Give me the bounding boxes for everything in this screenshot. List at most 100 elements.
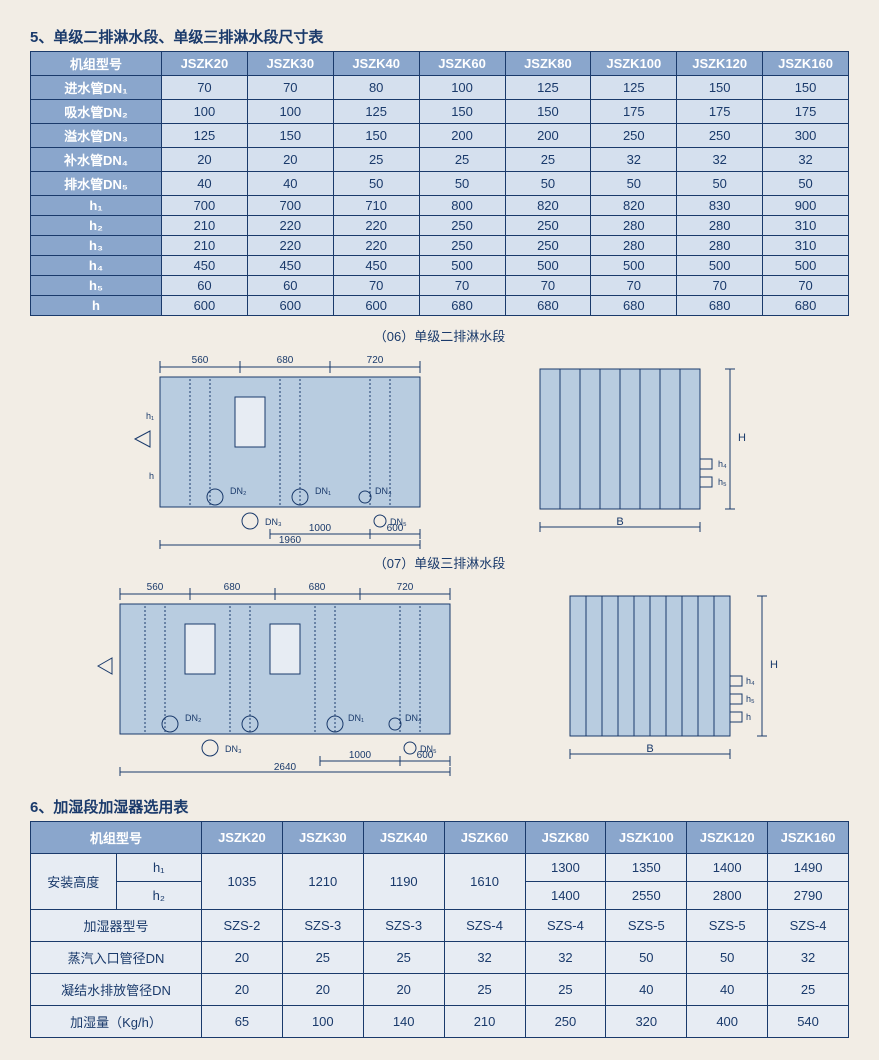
cell: 200 (419, 124, 505, 148)
cell: 20 (202, 974, 283, 1006)
cell: 40 (687, 974, 768, 1006)
cell: 50 (687, 942, 768, 974)
dim-label: B (646, 743, 653, 755)
cell: 70 (505, 276, 591, 296)
table-row: h₃210220220250250280280310 (31, 236, 849, 256)
cell: 500 (505, 256, 591, 276)
cell: 70 (247, 76, 333, 100)
cell: 1300 (525, 854, 606, 882)
cell: 820 (591, 196, 677, 216)
cell: 500 (763, 256, 849, 276)
table-row: 安装高度h₁10351210119016101300135014001490 (31, 854, 849, 882)
col-header: JSZK80 (505, 52, 591, 76)
col-header: JSZK20 (202, 822, 283, 854)
row-label: h₃ (31, 236, 162, 256)
cell: SZS-5 (606, 910, 687, 942)
cell: 700 (247, 196, 333, 216)
cell: 500 (419, 256, 505, 276)
dim-label: h₅ (746, 694, 755, 704)
cell: SZS-3 (282, 910, 363, 942)
dim-label: 680 (308, 582, 325, 593)
cell: 250 (419, 236, 505, 256)
pipe-label: DN₃ (265, 517, 282, 527)
cell: 150 (333, 124, 419, 148)
cell: 830 (677, 196, 763, 216)
pipe-label: DN₂ (230, 486, 247, 496)
col-header: JSZK80 (525, 822, 606, 854)
cell: 800 (419, 196, 505, 216)
cell: 450 (333, 256, 419, 276)
row-label: 补水管DN₄ (31, 148, 162, 172)
dim-label: h₄ (718, 459, 727, 469)
col-header: JSZK160 (763, 52, 849, 76)
cell: 140 (363, 1006, 444, 1038)
cell: 25 (444, 974, 525, 1006)
table-header-row: 机组型号JSZK20JSZK30JSZK40JSZK60JSZK80JSZK10… (31, 52, 849, 76)
cell: 50 (419, 172, 505, 196)
col-header: JSZK120 (677, 52, 763, 76)
cell: 150 (763, 76, 849, 100)
diagram-06-caption: （06）单级二排淋水段 (30, 326, 849, 345)
dim-label: 1960 (278, 535, 301, 546)
row-sublabel: h₂ (116, 882, 202, 910)
table-row: h₅6060707070707070 (31, 276, 849, 296)
dim-label: 720 (396, 582, 413, 593)
row-sublabel: h₁ (116, 854, 202, 882)
cell: 50 (505, 172, 591, 196)
cell: 200 (505, 124, 591, 148)
cell: 32 (444, 942, 525, 974)
row-label: h (31, 296, 162, 316)
cell: 680 (591, 296, 677, 316)
cell: 700 (162, 196, 248, 216)
cell: 680 (677, 296, 763, 316)
cell: 50 (606, 942, 687, 974)
row-label: 进水管DN₁ (31, 76, 162, 100)
cell: 250 (505, 236, 591, 256)
cell: 25 (768, 974, 849, 1006)
cell: 125 (162, 124, 248, 148)
cell: 50 (763, 172, 849, 196)
cell: SZS-3 (363, 910, 444, 942)
cell: 1400 (687, 854, 768, 882)
row-label: h₁ (31, 196, 162, 216)
cell: 175 (591, 100, 677, 124)
dim-label: H (770, 659, 778, 671)
cell: 125 (505, 76, 591, 100)
cell: 100 (162, 100, 248, 124)
cell: 250 (505, 216, 591, 236)
cell: 450 (162, 256, 248, 276)
col-header: JSZK120 (687, 822, 768, 854)
row-label: 排水管DN₅ (31, 172, 162, 196)
dim-label: h₅ (718, 477, 727, 487)
cell: 500 (591, 256, 677, 276)
cell: 600 (247, 296, 333, 316)
cell: 32 (763, 148, 849, 172)
cell: 1210 (282, 854, 363, 910)
pipe-label: DN₄ (405, 713, 422, 723)
cell: 20 (247, 148, 333, 172)
dim-label: 560 (146, 582, 163, 593)
cell: 1190 (363, 854, 444, 910)
cell: 175 (677, 100, 763, 124)
col-header: JSZK30 (282, 822, 363, 854)
col-header: JSZK100 (606, 822, 687, 854)
row-label: 凝结水排放管径DN (31, 974, 202, 1006)
cell: 125 (591, 76, 677, 100)
cell: 220 (333, 216, 419, 236)
pipe-label: DN₂ (185, 713, 202, 723)
col-header: JSZK40 (363, 822, 444, 854)
dim-label: H (738, 432, 746, 444)
col-header: JSZK30 (247, 52, 333, 76)
cell: 100 (282, 1006, 363, 1038)
cell: 600 (333, 296, 419, 316)
cell: SZS-2 (202, 910, 283, 942)
table-row: 补水管DN₄2020252525323232 (31, 148, 849, 172)
row-label: h₂ (31, 216, 162, 236)
row-label: 加湿器型号 (31, 910, 202, 942)
cell: 50 (591, 172, 677, 196)
table-row: h₄450450450500500500500500 (31, 256, 849, 276)
cell: 32 (525, 942, 606, 974)
cell: 2550 (606, 882, 687, 910)
pipe-label: DN₄ (375, 486, 392, 496)
cell: SZS-4 (444, 910, 525, 942)
